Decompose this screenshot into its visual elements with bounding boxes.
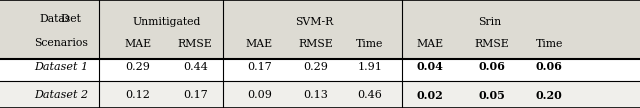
Text: MAE: MAE <box>417 39 444 49</box>
Text: Time: Time <box>356 39 383 49</box>
Text: 0.46: 0.46 <box>358 90 382 100</box>
Text: 0.06: 0.06 <box>536 61 563 72</box>
Text: Dataset: Dataset <box>40 14 82 24</box>
Text: D: D <box>61 14 70 24</box>
Text: MAE: MAE <box>246 39 273 49</box>
Text: RMSE: RMSE <box>178 39 212 49</box>
Text: Scenarios: Scenarios <box>34 38 88 48</box>
Text: MAE: MAE <box>124 39 151 49</box>
Bar <box>0 59 640 81</box>
Text: 0.09: 0.09 <box>247 90 271 100</box>
Text: Srin: Srin <box>478 17 501 27</box>
Text: 0.04: 0.04 <box>417 61 444 72</box>
Text: 0.06: 0.06 <box>478 61 505 72</box>
Text: 0.17: 0.17 <box>247 62 271 72</box>
Text: 0.05: 0.05 <box>478 90 505 101</box>
Text: Time: Time <box>536 39 563 49</box>
Text: 1.91: 1.91 <box>358 62 382 72</box>
Text: 0.29: 0.29 <box>303 62 328 72</box>
Text: 0.20: 0.20 <box>536 90 563 101</box>
Text: RMSE: RMSE <box>474 39 509 49</box>
Bar <box>0 0 640 59</box>
Text: 0.12: 0.12 <box>125 90 150 100</box>
Text: Dataset 2: Dataset 2 <box>34 90 88 100</box>
Text: 0.02: 0.02 <box>417 90 444 101</box>
Text: Unmitigated: Unmitigated <box>132 17 200 27</box>
Text: 0.44: 0.44 <box>183 62 207 72</box>
Text: 0.13: 0.13 <box>303 90 328 100</box>
Text: 0.29: 0.29 <box>125 62 150 72</box>
Text: RMSE: RMSE <box>298 39 333 49</box>
Text: 0.17: 0.17 <box>183 90 207 100</box>
Bar <box>0 81 640 108</box>
Text: SVM-R: SVM-R <box>296 17 333 27</box>
Text: Dataset 1: Dataset 1 <box>34 62 88 72</box>
